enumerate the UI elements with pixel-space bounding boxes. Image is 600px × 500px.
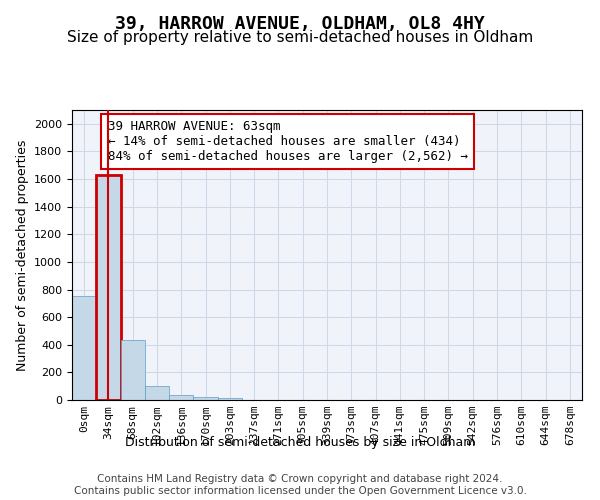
Bar [218, 398, 242, 400]
Bar [193, 396, 218, 400]
Bar [96, 175, 121, 400]
Text: Contains public sector information licensed under the Open Government Licence v3: Contains public sector information licen… [74, 486, 526, 496]
Text: Size of property relative to semi-detached houses in Oldham: Size of property relative to semi-detach… [67, 30, 533, 45]
Text: Contains HM Land Registry data © Crown copyright and database right 2024.: Contains HM Land Registry data © Crown c… [97, 474, 503, 484]
Bar [121, 340, 145, 400]
Text: Distribution of semi-detached houses by size in Oldham: Distribution of semi-detached houses by … [125, 436, 475, 449]
Text: 39 HARROW AVENUE: 63sqm
← 14% of semi-detached houses are smaller (434)
84% of s: 39 HARROW AVENUE: 63sqm ← 14% of semi-de… [108, 120, 468, 163]
Bar [72, 296, 96, 400]
Bar [145, 386, 169, 400]
Y-axis label: Number of semi-detached properties: Number of semi-detached properties [16, 140, 29, 370]
Bar [169, 395, 193, 400]
Text: 39, HARROW AVENUE, OLDHAM, OL8 4HY: 39, HARROW AVENUE, OLDHAM, OL8 4HY [115, 15, 485, 33]
